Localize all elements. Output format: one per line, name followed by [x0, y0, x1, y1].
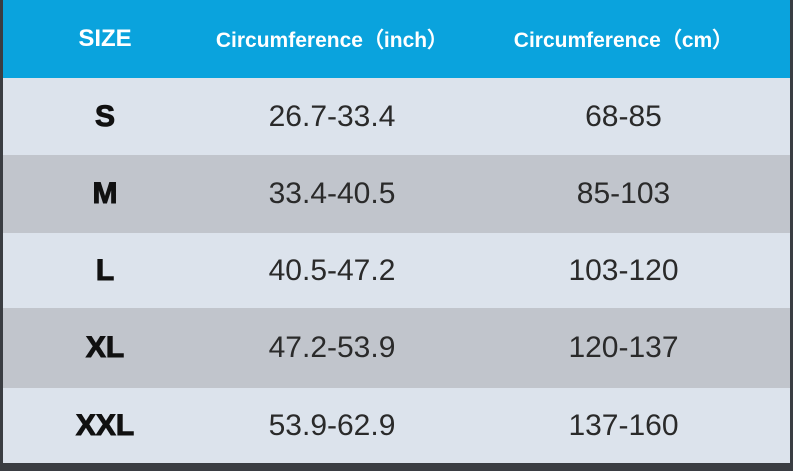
- size-label: XXL: [75, 408, 135, 442]
- table-row: XL 47.2-53.9 120-137: [3, 308, 790, 388]
- table-cell: 47.2-53.9: [268, 331, 396, 364]
- table-cell: 53.9-62.9: [268, 408, 396, 442]
- header-cell: Circumference（inch）: [215, 29, 449, 52]
- table-row: L 40.5-47.2 103-120: [3, 233, 790, 308]
- header-cell: SIZE: [78, 25, 132, 52]
- table-cell: 85-103: [576, 177, 671, 210]
- table-row: S 26.7-33.4 68-85: [3, 78, 790, 155]
- size-label: S: [94, 99, 115, 133]
- size-table: SIZE Circumference（inch） Circumference（cm）…: [3, 0, 790, 463]
- table-cell: 137-160: [568, 408, 679, 442]
- table-row: M 33.4-40.5 85-103: [3, 155, 790, 233]
- header-cell: Circumference（cm）: [513, 29, 734, 52]
- table-cell: 40.5-47.2: [268, 253, 396, 287]
- table-cell: 103-120: [568, 253, 679, 287]
- table-cell: 120-137: [568, 331, 679, 364]
- header-row: SIZE Circumference（inch） Circumference（cm）: [3, 0, 790, 78]
- table-cell: 33.4-40.5: [268, 177, 396, 210]
- size-label: M: [92, 177, 118, 211]
- size-label: XL: [85, 331, 125, 365]
- table-row: XXL 53.9-62.9 137-160: [3, 388, 790, 463]
- table-cell: 26.7-33.4: [268, 99, 396, 133]
- table-cell: 68-85: [585, 99, 662, 133]
- size-label: L: [95, 253, 115, 287]
